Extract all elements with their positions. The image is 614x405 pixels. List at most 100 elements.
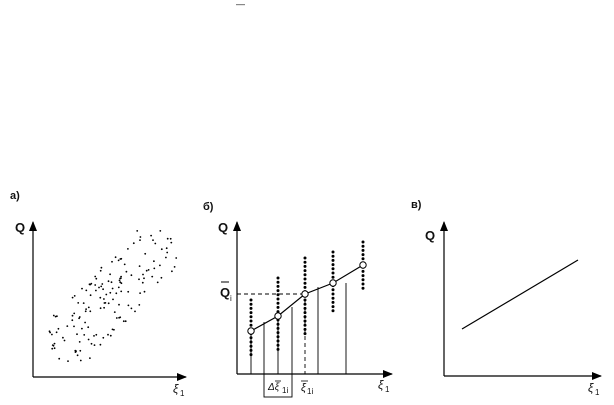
scatter-point xyxy=(139,236,142,238)
scatter-point xyxy=(138,304,141,306)
column-dot xyxy=(331,305,335,309)
column-dot xyxy=(249,311,253,315)
column-dot xyxy=(331,292,335,296)
column-dot xyxy=(361,278,365,282)
scatter-point xyxy=(89,310,92,313)
scatter-point xyxy=(57,327,60,330)
scatter-point xyxy=(85,289,88,292)
scatter-point xyxy=(118,279,121,282)
scatter-point xyxy=(139,239,141,242)
scatter-point xyxy=(85,308,87,310)
column-dot xyxy=(276,276,280,280)
scatter-point xyxy=(55,331,58,334)
scatter-point xyxy=(71,296,74,299)
scatter-point xyxy=(127,290,130,293)
panel-b-mean-point xyxy=(247,327,255,335)
panel-c-label: в) xyxy=(411,199,422,211)
column-dot xyxy=(276,305,280,309)
scatter-point xyxy=(99,269,102,272)
column-dot xyxy=(276,343,280,347)
scatter-point xyxy=(76,333,78,336)
column-dot xyxy=(361,282,365,286)
scatter-point xyxy=(160,276,163,279)
scatter-point xyxy=(73,295,76,297)
scatter-point xyxy=(117,259,120,262)
column-dot xyxy=(303,302,307,306)
scatter-point xyxy=(173,266,176,268)
column-dot xyxy=(303,306,307,310)
scatter-point xyxy=(143,277,145,280)
scatter-point xyxy=(73,325,75,328)
scatter-point xyxy=(53,342,56,345)
column-dot xyxy=(276,339,280,343)
panel-a-scatter-cloud xyxy=(48,230,178,362)
scatter-point xyxy=(89,357,91,359)
scatter-point xyxy=(73,312,76,315)
panel-b-mean-point xyxy=(329,279,337,287)
scatter-point xyxy=(117,286,120,289)
scatter-point xyxy=(48,330,51,333)
scatter-point xyxy=(115,317,118,319)
column-dot xyxy=(249,340,253,344)
column-dot xyxy=(249,298,253,302)
scatter-point xyxy=(74,349,77,352)
panel-a: а) Q ξ 1 xyxy=(10,190,187,398)
column-dot xyxy=(331,263,335,267)
scatter-point xyxy=(132,242,135,245)
column-dot xyxy=(303,323,307,327)
column-dot xyxy=(249,336,253,340)
scatter-point xyxy=(87,306,90,309)
panel-c: в) Q ξ 1 xyxy=(411,199,602,397)
column-dot xyxy=(303,260,307,264)
scatter-point xyxy=(165,247,168,250)
scatter-point xyxy=(103,306,105,309)
scatter-point xyxy=(109,291,112,294)
column-dot xyxy=(276,335,280,339)
scatter-point xyxy=(81,287,83,290)
scatter-point xyxy=(120,275,122,278)
scatter-point xyxy=(111,260,113,263)
scatter-point xyxy=(170,241,173,244)
scatter-point xyxy=(166,237,169,240)
column-dot xyxy=(303,273,307,277)
scatter-point xyxy=(136,230,139,232)
scatter-point xyxy=(111,287,114,290)
column-dot xyxy=(276,331,280,335)
scatter-point xyxy=(77,302,80,304)
scatter-point xyxy=(99,343,102,346)
scatter-point xyxy=(63,339,66,342)
panel-b-y-label: Q xyxy=(218,220,228,235)
scatter-point xyxy=(122,320,125,323)
scatter-point xyxy=(153,267,156,270)
panel-a-x-label-sub: 1 xyxy=(180,389,185,398)
scatter-point xyxy=(152,239,154,242)
panel-c-y-label: Q xyxy=(425,228,435,243)
scatter-point xyxy=(90,342,93,345)
scatter-point xyxy=(99,296,102,299)
scatter-point xyxy=(111,328,114,331)
column-dot xyxy=(331,267,335,271)
column-dot xyxy=(249,323,253,327)
scatter-point xyxy=(100,285,103,288)
scatter-point xyxy=(165,256,167,259)
scatter-point xyxy=(113,311,116,313)
panel-c-x-label: ξ xyxy=(588,381,594,395)
column-dot xyxy=(276,322,280,326)
column-dot xyxy=(303,298,307,302)
scatter-point xyxy=(109,273,111,276)
scatter-point xyxy=(151,275,154,278)
scatter-point xyxy=(95,277,98,280)
column-dot xyxy=(361,257,365,261)
column-dot xyxy=(361,286,365,290)
panel-a-label: а) xyxy=(10,190,20,202)
panel-b-mean-point xyxy=(359,261,367,269)
panel-b-interval-box xyxy=(263,373,293,398)
scatter-point xyxy=(143,290,146,293)
column-dot xyxy=(303,285,307,289)
scatter-point xyxy=(127,304,130,307)
panel-b-interval-label: Δξ xyxy=(267,382,280,393)
scatter-point xyxy=(114,256,117,259)
scatter-point xyxy=(99,307,102,310)
scatter-point xyxy=(160,248,163,251)
panel-b-label: б) xyxy=(203,201,214,213)
